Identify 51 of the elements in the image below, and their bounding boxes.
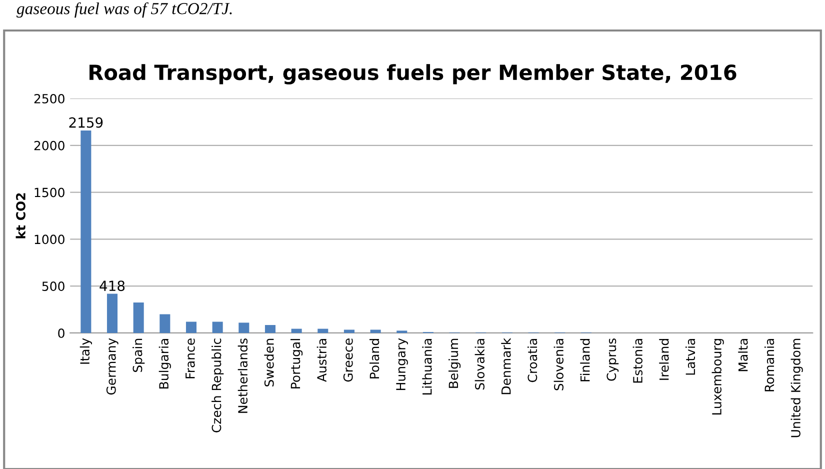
- x-tick-label: Luxembourg: [712, 338, 724, 415]
- y-tick-label: 2000: [34, 140, 64, 150]
- data-label: 418: [100, 280, 125, 292]
- x-tick-label: Malta: [738, 338, 748, 372]
- x-tick-label: Sweden: [264, 338, 274, 386]
- x-tick-label: Finland: [580, 338, 590, 382]
- x-tick-label: Spain: [132, 338, 145, 372]
- x-tick-label: Slovenia: [554, 338, 564, 390]
- y-tick-label: 2500: [34, 94, 64, 104]
- y-tick-label: 500: [42, 282, 64, 292]
- x-tick-label: Cyprus: [606, 338, 619, 381]
- x-tick-label: Croatia: [527, 338, 538, 382]
- bar: [264, 325, 276, 333]
- x-tick-label: Romania: [764, 338, 774, 392]
- x-tick-label: Hungary: [396, 338, 408, 390]
- x-tick-label: Greece: [343, 338, 353, 382]
- bar: [370, 330, 381, 333]
- x-tick-label: Slovakia: [474, 338, 484, 390]
- x-tick-label: Italy: [80, 338, 92, 364]
- x-tick-label: Denmark: [501, 338, 511, 394]
- x-tick-label: Germany: [106, 338, 118, 395]
- bar: [80, 130, 92, 333]
- bar: [212, 322, 223, 333]
- x-tick-label: Latvia: [685, 338, 696, 375]
- bar: [160, 314, 170, 333]
- x-tick-label: Poland: [370, 338, 380, 378]
- x-tick-label: Netherlands: [238, 338, 248, 413]
- bar: [291, 328, 302, 333]
- x-tick-label: Ireland: [659, 338, 669, 380]
- y-tick-label: 0: [58, 328, 64, 338]
- chart-title: Road Transport, gaseous fuels per Member State, 2016: [90, 64, 736, 84]
- x-tick-label: Austria: [316, 338, 327, 382]
- x-tick-label: Portugal: [290, 339, 303, 388]
- bar: [238, 322, 250, 333]
- bar: [186, 322, 197, 333]
- y-tick-label: 1500: [34, 188, 64, 198]
- y-axis-title: kt CO2: [16, 193, 26, 238]
- bar: [344, 330, 354, 333]
- bar: [106, 294, 118, 333]
- bar: [133, 302, 144, 333]
- x-tick-label: United Kingdom: [790, 338, 803, 438]
- y-tick-label: 1000: [34, 234, 64, 244]
- x-tick-label: Estonia: [632, 338, 642, 383]
- x-tick-label: Belgium: [448, 338, 461, 388]
- x-tick-label: Czech Republic: [212, 338, 224, 432]
- data-label: 2159: [69, 117, 103, 128]
- x-tick-label: France: [186, 338, 195, 378]
- bar: [318, 328, 328, 333]
- text: gaseous fuel was of 57 tCO2/TJ.: [16, 2, 232, 18]
- x-tick-label: Bulgaria: [158, 338, 171, 388]
- x-tick-label: Lithuania: [422, 338, 432, 395]
